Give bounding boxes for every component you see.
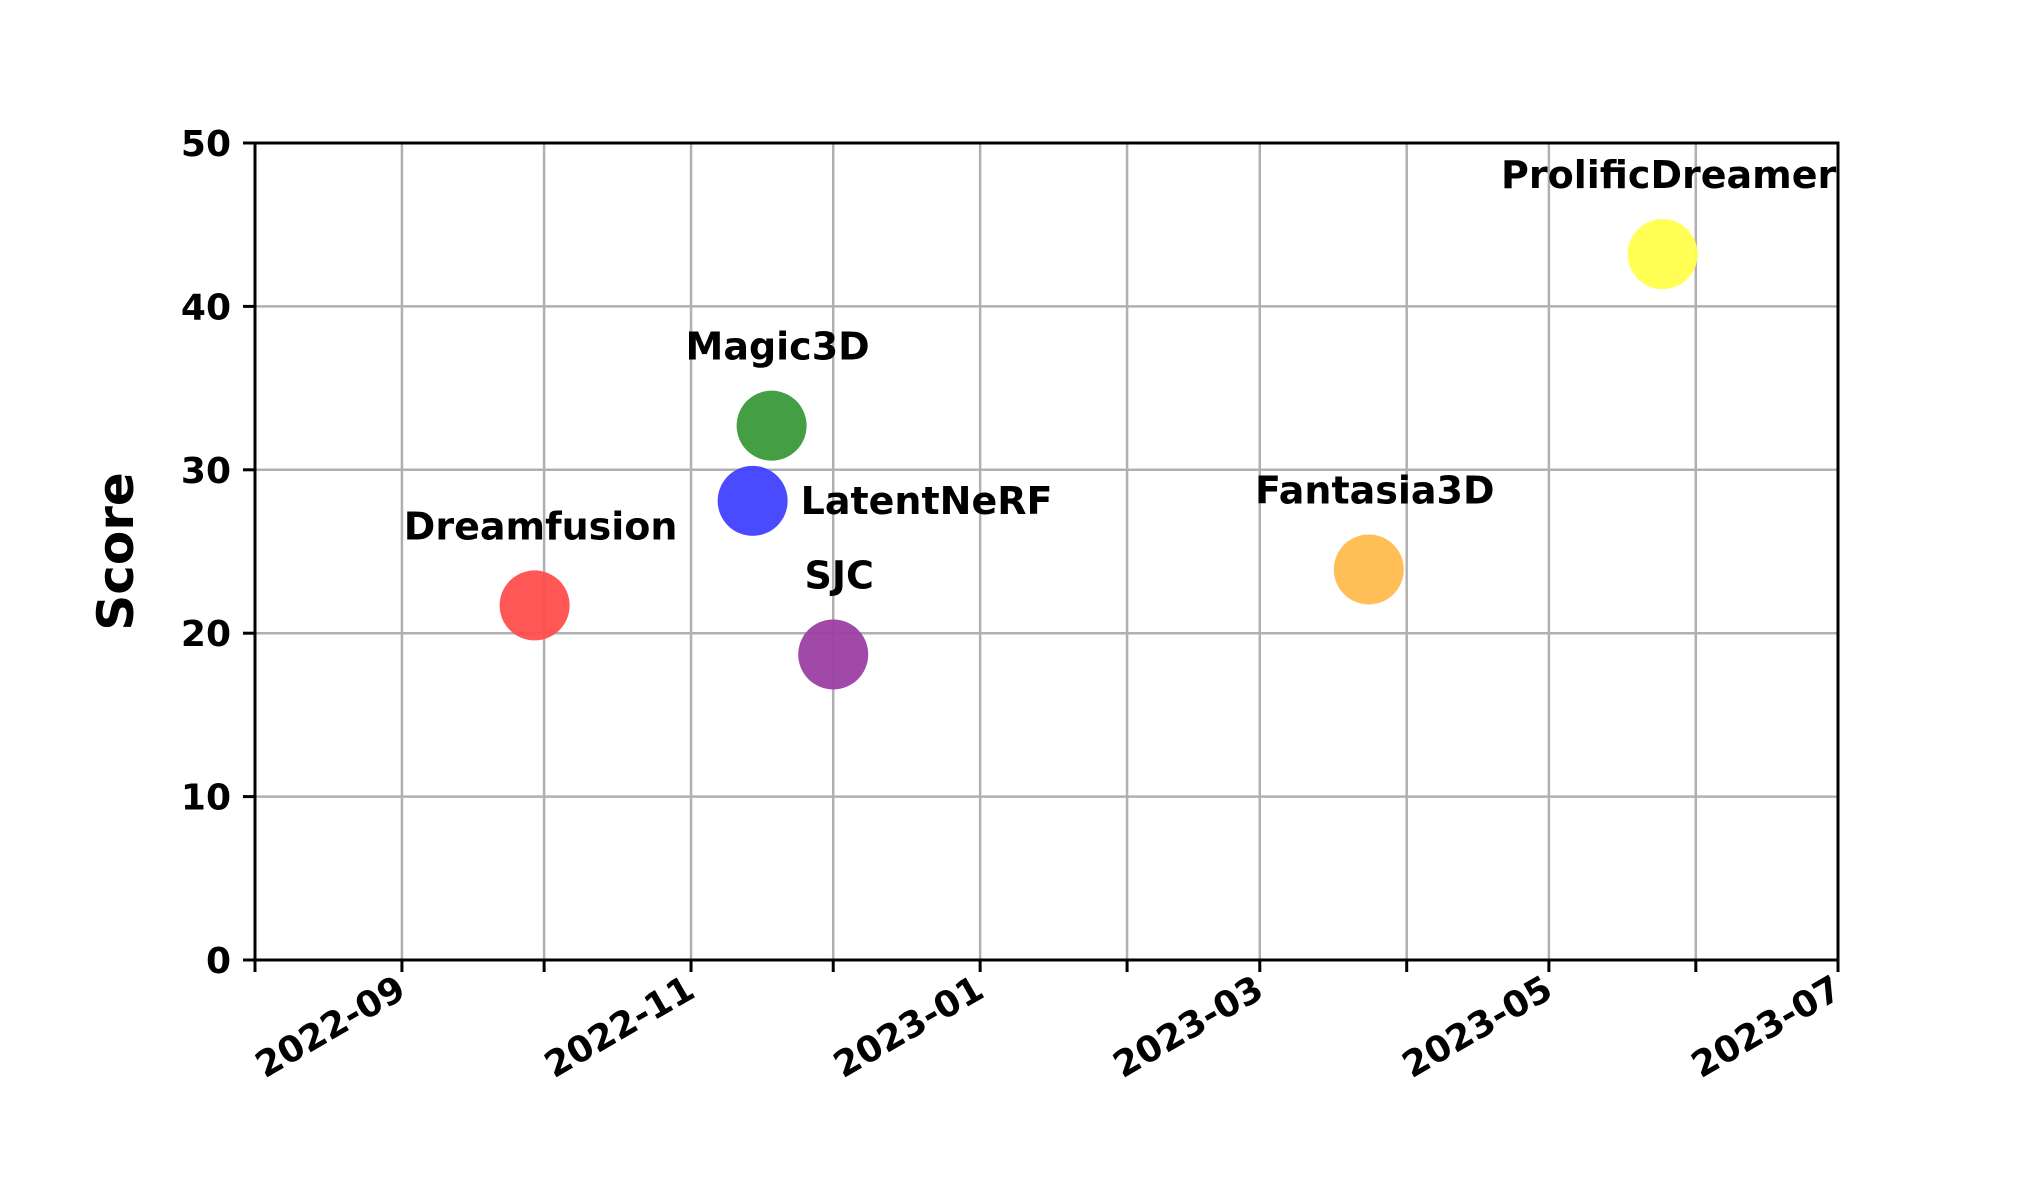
y-tick-label: 0 [206,941,231,982]
axis-ticks: 2022-09 2022-11 2023-01 2023-03 2023-05 2023-… [181,124,1849,1086]
x-tick-label: 2023-01 [827,968,991,1086]
plot-area-frame [253,141,1840,962]
point-label-fantasia3d: Fantasia3D [1255,468,1495,512]
grid-lines [255,143,1838,960]
point-prolificdreamer [1627,219,1698,290]
x-tick-label: 2023-05 [1396,968,1560,1086]
y-tick-label: 20 [181,614,231,655]
point-label-dreamfusion: Dreamfusion [404,504,678,548]
x-tick-label: 2022-11 [538,968,702,1086]
y-tick-label: 10 [181,778,231,819]
point-label-prolificdreamer: ProlificDreamer [1501,153,1837,197]
point-label-latentnerf: LatentNeRF [801,479,1053,523]
y-tick-label: 50 [181,124,231,165]
point-sjc [798,619,869,690]
data-points [499,219,1698,690]
point-labels: Dreamfusion Magic3D LatentNeRF SJC Fantasia3… [404,153,1837,597]
point-magic3d [736,390,807,461]
x-tick-label: 2022-09 [249,968,413,1086]
point-label-sjc: SJC [805,553,874,597]
point-fantasia3d [1333,534,1404,605]
x-tick-label: 2023-03 [1107,968,1271,1086]
x-tick-label: 2023-07 [1685,968,1849,1086]
y-tick-label: 30 [181,451,231,492]
point-label-magic3d: Magic3D [686,325,870,369]
point-latentnerf [717,465,788,536]
y-axis-title: Score [87,472,145,631]
point-dreamfusion [499,570,570,641]
y-tick-label: 40 [181,287,231,328]
